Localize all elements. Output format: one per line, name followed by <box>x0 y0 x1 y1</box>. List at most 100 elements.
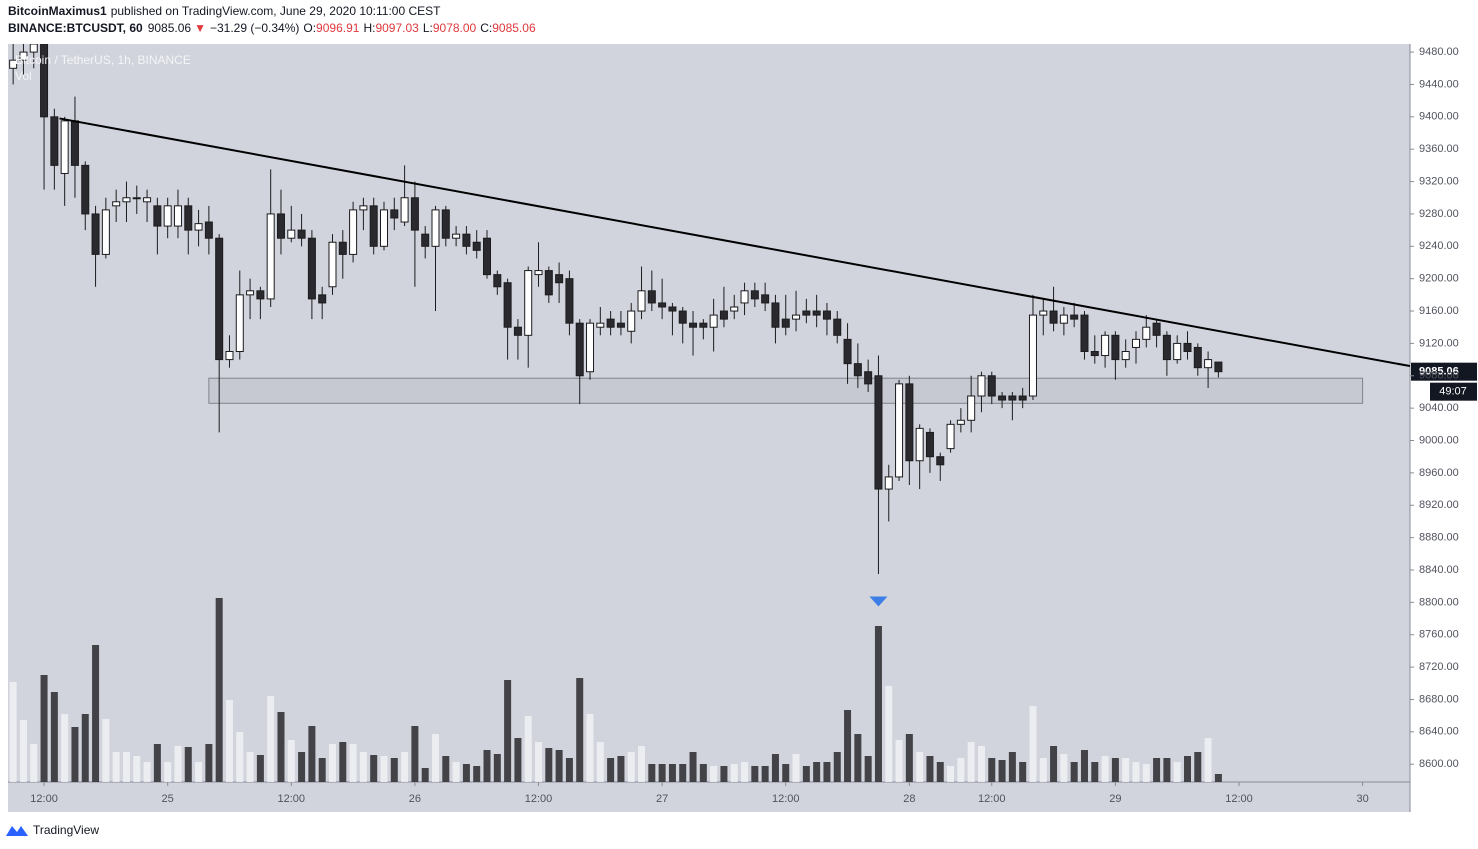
price: 9085.06 <box>148 21 192 35</box>
volume-bar <box>555 750 563 782</box>
candle-body <box>1131 338 1140 348</box>
candle-body <box>513 326 522 336</box>
volume-bar <box>298 752 306 782</box>
candle-body <box>895 383 904 478</box>
volume-bar <box>143 762 151 782</box>
candle-body <box>658 302 667 308</box>
candle-body <box>297 229 306 239</box>
volume-bar <box>658 764 666 782</box>
volume-bar <box>30 744 38 782</box>
candle-body <box>1152 322 1161 336</box>
candle-body <box>246 290 255 296</box>
candle-body <box>792 314 801 320</box>
candle-body <box>905 383 914 462</box>
volume-bar <box>359 752 367 782</box>
candle-body <box>9 59 18 69</box>
volume-bar <box>967 742 975 782</box>
x-tick-label: 12:00 <box>278 793 306 805</box>
volume-bar <box>524 716 532 782</box>
candle-body <box>483 237 492 276</box>
volume-bar <box>874 626 882 782</box>
volume-bar <box>256 755 264 782</box>
candle-body <box>761 294 770 304</box>
candle-body <box>781 318 790 328</box>
x-tick-label: 25 <box>162 793 174 805</box>
arrow: ▼ <box>194 21 206 35</box>
volume-bar <box>1153 758 1161 782</box>
candle-body <box>338 241 347 255</box>
volume-bar <box>473 766 481 782</box>
published: published on TradingView.com, June 29, 2… <box>111 4 441 18</box>
candle-body <box>596 322 605 328</box>
volume-bar <box>844 710 852 782</box>
volume-bar <box>638 746 646 782</box>
candle-body <box>307 237 316 300</box>
volume-bar <box>205 744 213 782</box>
x-tick-label: 12:00 <box>772 793 800 805</box>
volume-bar <box>133 756 141 782</box>
candle-body <box>884 476 893 490</box>
volume-bar <box>545 748 553 782</box>
volume-bar <box>81 714 89 782</box>
volume-bar <box>504 680 512 782</box>
y-tick-label: 9240.00 <box>1419 240 1459 252</box>
candle-body <box>369 205 378 247</box>
volume-bar <box>988 758 996 782</box>
volume-bar <box>926 756 934 782</box>
candle-body <box>472 241 481 251</box>
candle-body <box>1070 314 1079 320</box>
y-tick-label: 9080.00 <box>1419 370 1459 382</box>
volume-bar <box>380 756 388 782</box>
candle-body <box>318 294 327 304</box>
open-label: O: <box>303 21 316 35</box>
candle-body <box>586 322 595 373</box>
volume-bar <box>215 598 223 782</box>
support-zone <box>208 377 1364 404</box>
volume-bar <box>1111 758 1119 782</box>
candle-body <box>956 419 965 425</box>
volume-bar <box>153 744 161 782</box>
candle-body <box>1111 334 1120 361</box>
volume-bar <box>277 712 285 782</box>
volume-bar <box>1080 750 1088 782</box>
volume-bar <box>370 755 378 782</box>
tradingview-logo: TradingView <box>6 823 99 837</box>
volume-bar <box>607 758 615 782</box>
volume-bar <box>1029 706 1037 782</box>
high-label: H: <box>363 21 375 35</box>
y-tick-label: 8880.00 <box>1419 532 1459 544</box>
candle-body <box>143 197 152 203</box>
legend-title: Bitcoin / TetherUS, 1h, BINANCE <box>15 53 191 67</box>
candle-body <box>112 201 121 207</box>
header-line-2: BINANCE:BTCUSDT, 60 9085.06 ▼ −31.29 (−0.34… <box>8 21 536 35</box>
low-value: 9078.00 <box>433 21 477 35</box>
candle-body <box>390 209 399 219</box>
volume-bar <box>668 764 676 782</box>
high-value: 9097.03 <box>375 21 419 35</box>
candle-body <box>853 363 862 377</box>
volume-bar <box>1060 754 1068 782</box>
candle-body <box>1193 346 1202 369</box>
candle-body <box>699 322 708 328</box>
price-axis-background <box>1410 44 1478 812</box>
volume-bar <box>19 720 27 782</box>
signal-marker <box>869 596 888 607</box>
candle-body <box>1049 310 1058 324</box>
candle-body <box>544 270 553 296</box>
y-tick-label: 8680.00 <box>1419 693 1459 705</box>
candle-body <box>678 310 687 324</box>
volume-bar <box>1194 752 1202 782</box>
candle-body <box>1039 310 1048 316</box>
overlay: 9085.06 49:07 <box>1411 362 1477 401</box>
volume-bar <box>782 764 790 782</box>
volume-bar <box>710 766 718 782</box>
candle-body <box>647 290 656 304</box>
candle-body <box>874 375 883 490</box>
volume-bar <box>1019 762 1027 782</box>
candle-body <box>462 233 471 247</box>
candle-body <box>379 209 388 247</box>
volume-bar <box>318 758 326 782</box>
volume-bar <box>164 762 172 782</box>
candle-body <box>452 233 461 239</box>
volume-bar <box>339 742 347 782</box>
